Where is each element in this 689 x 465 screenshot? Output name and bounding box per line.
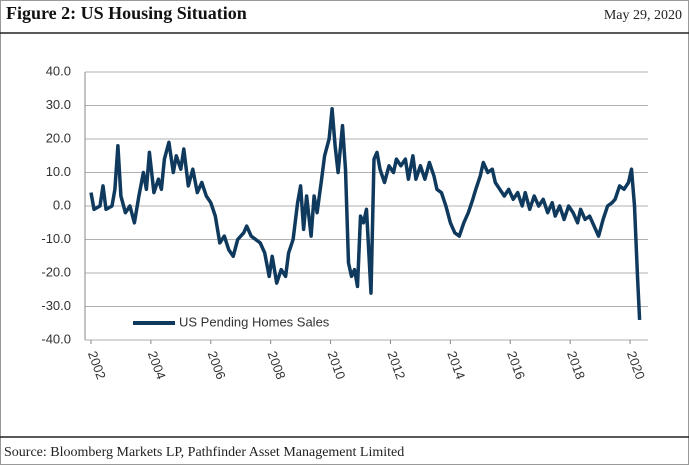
y-tick-label: 30.0 [46, 97, 71, 112]
legend-label: US Pending Homes Sales [179, 314, 330, 329]
source-note: Source: Bloomberg Markets LP, Pathfinder… [4, 445, 404, 460]
y-tick-label: 10.0 [46, 164, 71, 179]
y-tick-label: -10.0 [41, 231, 71, 246]
y-tick-label: -20.0 [41, 264, 71, 279]
y-tick-label: 0.0 [53, 197, 71, 212]
chart-date: May 29, 2020 [604, 8, 682, 23]
y-tick-label: -30.0 [41, 298, 71, 313]
data-line [89, 107, 642, 320]
chart-title: Figure 2: US Housing Situation [6, 3, 247, 23]
y-tick-label: 40.0 [46, 63, 71, 78]
y-tick-label: 20.0 [46, 130, 71, 145]
y-tick-label: -40.0 [41, 331, 71, 346]
